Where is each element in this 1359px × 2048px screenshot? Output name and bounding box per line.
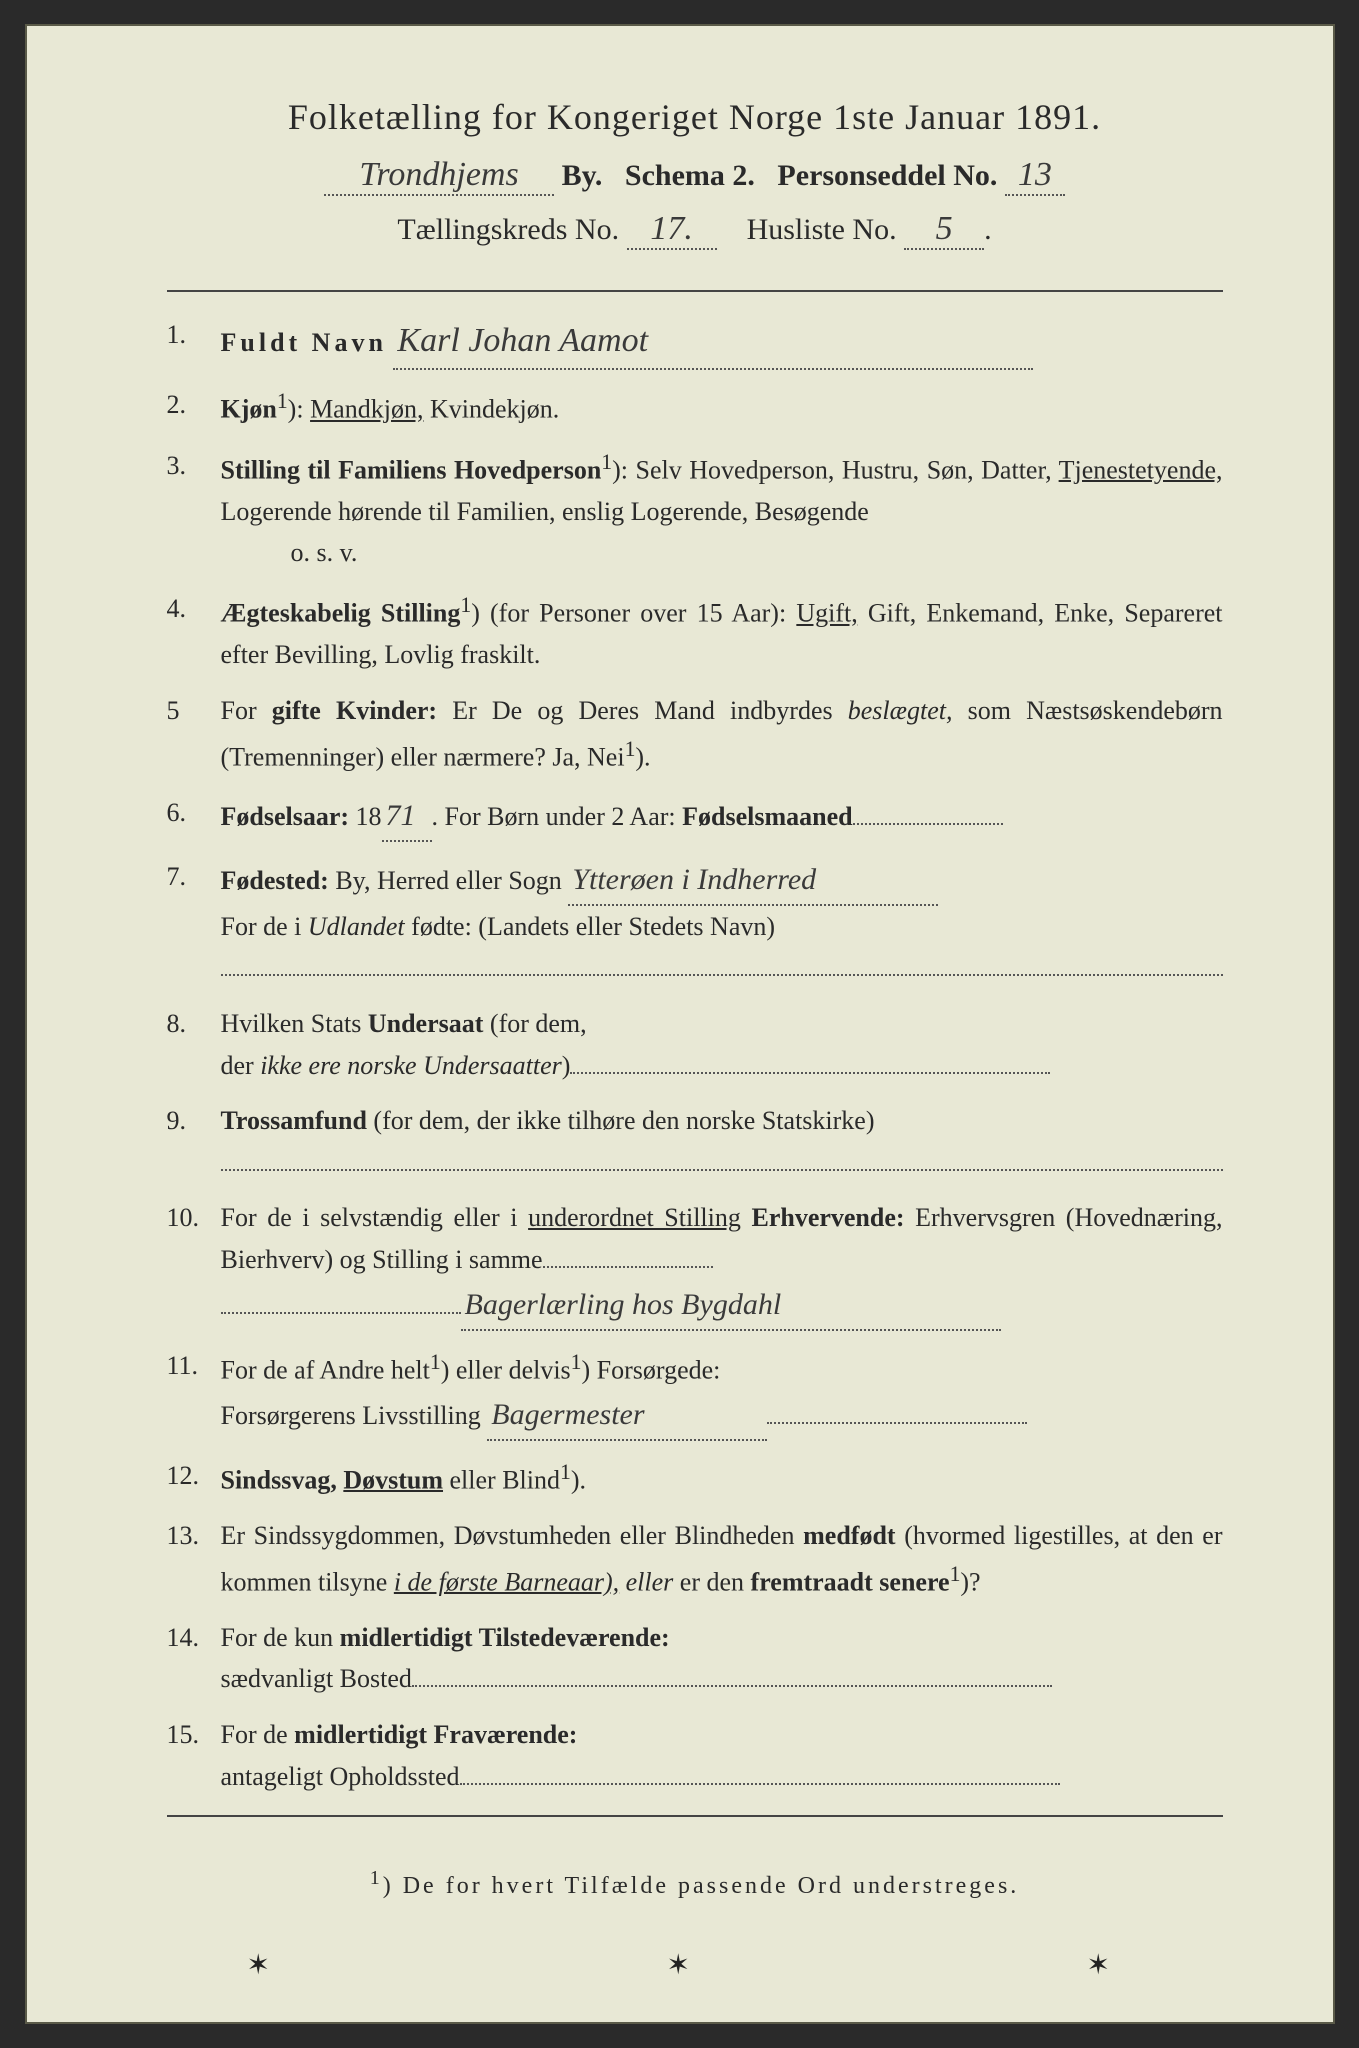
label-fuldt-navn: Fuldt Navn <box>221 328 387 357</box>
item-3: 3. Stilling til Familiens Hovedperson1):… <box>167 445 1223 574</box>
item-num-7: 7. <box>167 856 221 989</box>
husliste-label: Husliste No. <box>747 213 897 246</box>
item-num-14: 14. <box>167 1617 221 1700</box>
punch-mark-icon: ✶ <box>1087 1948 1110 1982</box>
footnote: 1) De for hvert Tilfælde passende Ord un… <box>167 1867 1223 1900</box>
item-13: 13. Er Sindssygdommen, Døvstumheden elle… <box>167 1515 1223 1603</box>
form-title: Folketælling for Kongeriget Norge 1ste J… <box>167 96 1223 138</box>
item-num-11: 11. <box>167 1345 221 1441</box>
item-num-1: 1. <box>167 314 221 370</box>
item-12: 12. Sindssvag, Døvstum eller Blind1). <box>167 1455 1223 1501</box>
opt-mandkjon: Mandkjøn, <box>310 395 423 424</box>
item-num-10: 10. <box>167 1197 221 1330</box>
item-6: 6. Fødselsaar: 1871. For Børn under 2 Aa… <box>167 792 1223 842</box>
kreds-label: Tællingskreds No. <box>397 213 619 246</box>
value-fodested: Ytterøen i Indherred <box>568 856 938 906</box>
item-num-4: 4. <box>167 588 221 676</box>
item-10: 10. For de i selvstændig eller i underor… <box>167 1197 1223 1330</box>
label-fodested: Fødested: <box>221 866 329 895</box>
label-aegte: Ægteskabelig Stilling <box>221 599 461 628</box>
item-4: 4. Ægteskabelig Stilling1) (for Personer… <box>167 588 1223 676</box>
item-num-3: 3. <box>167 445 221 574</box>
by-label: By. <box>562 159 603 192</box>
census-form-sheet: Folketælling for Kongeriget Norge 1ste J… <box>25 24 1335 2024</box>
label-fodselsaar: Fødselsaar: <box>221 802 350 831</box>
divider-1 <box>167 290 1223 292</box>
item-num-13: 13. <box>167 1515 221 1603</box>
city-handwritten: Trondhjems <box>324 156 554 196</box>
punch-mark-icon: ✶ <box>667 1948 690 1982</box>
opt-tjeneste: Tjenestetyende, <box>1059 455 1223 484</box>
item-num-5: 5 <box>167 690 221 778</box>
item-9: 9. Trossamfund (for dem, der ikke tilhør… <box>167 1100 1223 1183</box>
label-kjon: Kjøn <box>221 395 277 424</box>
item-num-15: 15. <box>167 1714 221 1797</box>
value-name: Karl Johan Aamot <box>393 314 1033 370</box>
item-5: 5 For gifte Kvinder: Er De og Deres Mand… <box>167 690 1223 778</box>
blank-line <box>221 950 1223 976</box>
item-2: 2. Kjøn1): Mandkjøn, Kvindekjøn. <box>167 384 1223 430</box>
subtitle-row: Trondhjems By. Schema 2. Personseddel No… <box>167 156 1223 196</box>
item-15: 15. For de midlertidigt Fraværende: anta… <box>167 1714 1223 1797</box>
value-forsorger: Bagermester <box>487 1391 767 1441</box>
item-num-8: 8. <box>167 1003 221 1086</box>
value-erhverv: Bagerlærling hos Bygdahl <box>461 1281 1001 1331</box>
item-num-2: 2. <box>167 384 221 430</box>
item-11: 11. For de af Andre helt1) eller delvis1… <box>167 1345 1223 1441</box>
item-8: 8. Hvilken Stats Undersaat (for dem, der… <box>167 1003 1223 1086</box>
opt-ugift: Ugift, <box>796 599 857 628</box>
value-year: 71 <box>382 792 432 842</box>
subtitle-row-2: Tællingskreds No. 17. Husliste No. 5. <box>167 210 1223 250</box>
blank-line <box>221 1145 1223 1171</box>
punch-mark-icon: ✶ <box>247 1948 270 1982</box>
opt-kvindekjon: Kvindekjøn. <box>430 395 559 424</box>
sup: 1 <box>277 389 288 413</box>
personseddel-no: 13 <box>1005 156 1065 196</box>
personseddel-label: Personseddel No. <box>777 159 997 192</box>
kreds-no: 17. <box>627 210 717 250</box>
item-num-9: 9. <box>167 1100 221 1183</box>
item-14: 14. For de kun midlertidigt Tilstedevære… <box>167 1617 1223 1700</box>
label-stilling: Stilling til Familiens Hovedperson <box>221 455 602 484</box>
item-num-12: 12. <box>167 1455 221 1501</box>
husliste-no: 5 <box>904 210 984 250</box>
item-1: 1. Fuldt Navn Karl Johan Aamot <box>167 314 1223 370</box>
item-7: 7. Fødested: By, Herred eller Sogn Ytter… <box>167 856 1223 989</box>
divider-2 <box>167 1815 1223 1817</box>
schema-label: Schema 2. <box>625 159 755 192</box>
item-num-6: 6. <box>167 792 221 842</box>
